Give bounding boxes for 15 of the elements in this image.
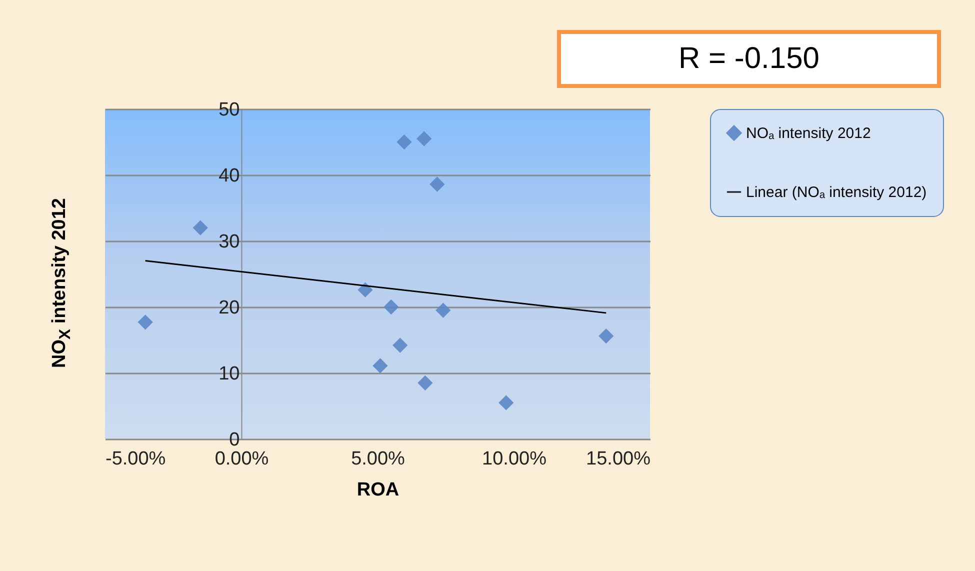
x-tick-label: 15.00% [586,448,651,470]
y-tick-label: 10 [218,364,240,384]
x-tick-label: 5.00% [351,448,406,470]
y-tick-label: 50 [218,100,240,120]
legend-label: Linear (NOₐ intensity 2012) [746,184,927,201]
x-tick-label: -5.00% [106,448,166,470]
y-tick-label: 30 [218,232,240,252]
legend-label: NOₐ intensity 2012 [746,125,871,142]
y-tick-label: 40 [218,166,240,186]
text: R = -0.150 [557,30,941,88]
x-tick-label: 10.00% [482,448,547,470]
x-tick-label: 0.00% [214,448,269,470]
y-tick-label: 0 [229,430,240,450]
x-axis-title: ROA [356,480,400,500]
y-tick-label: 20 [218,298,240,318]
